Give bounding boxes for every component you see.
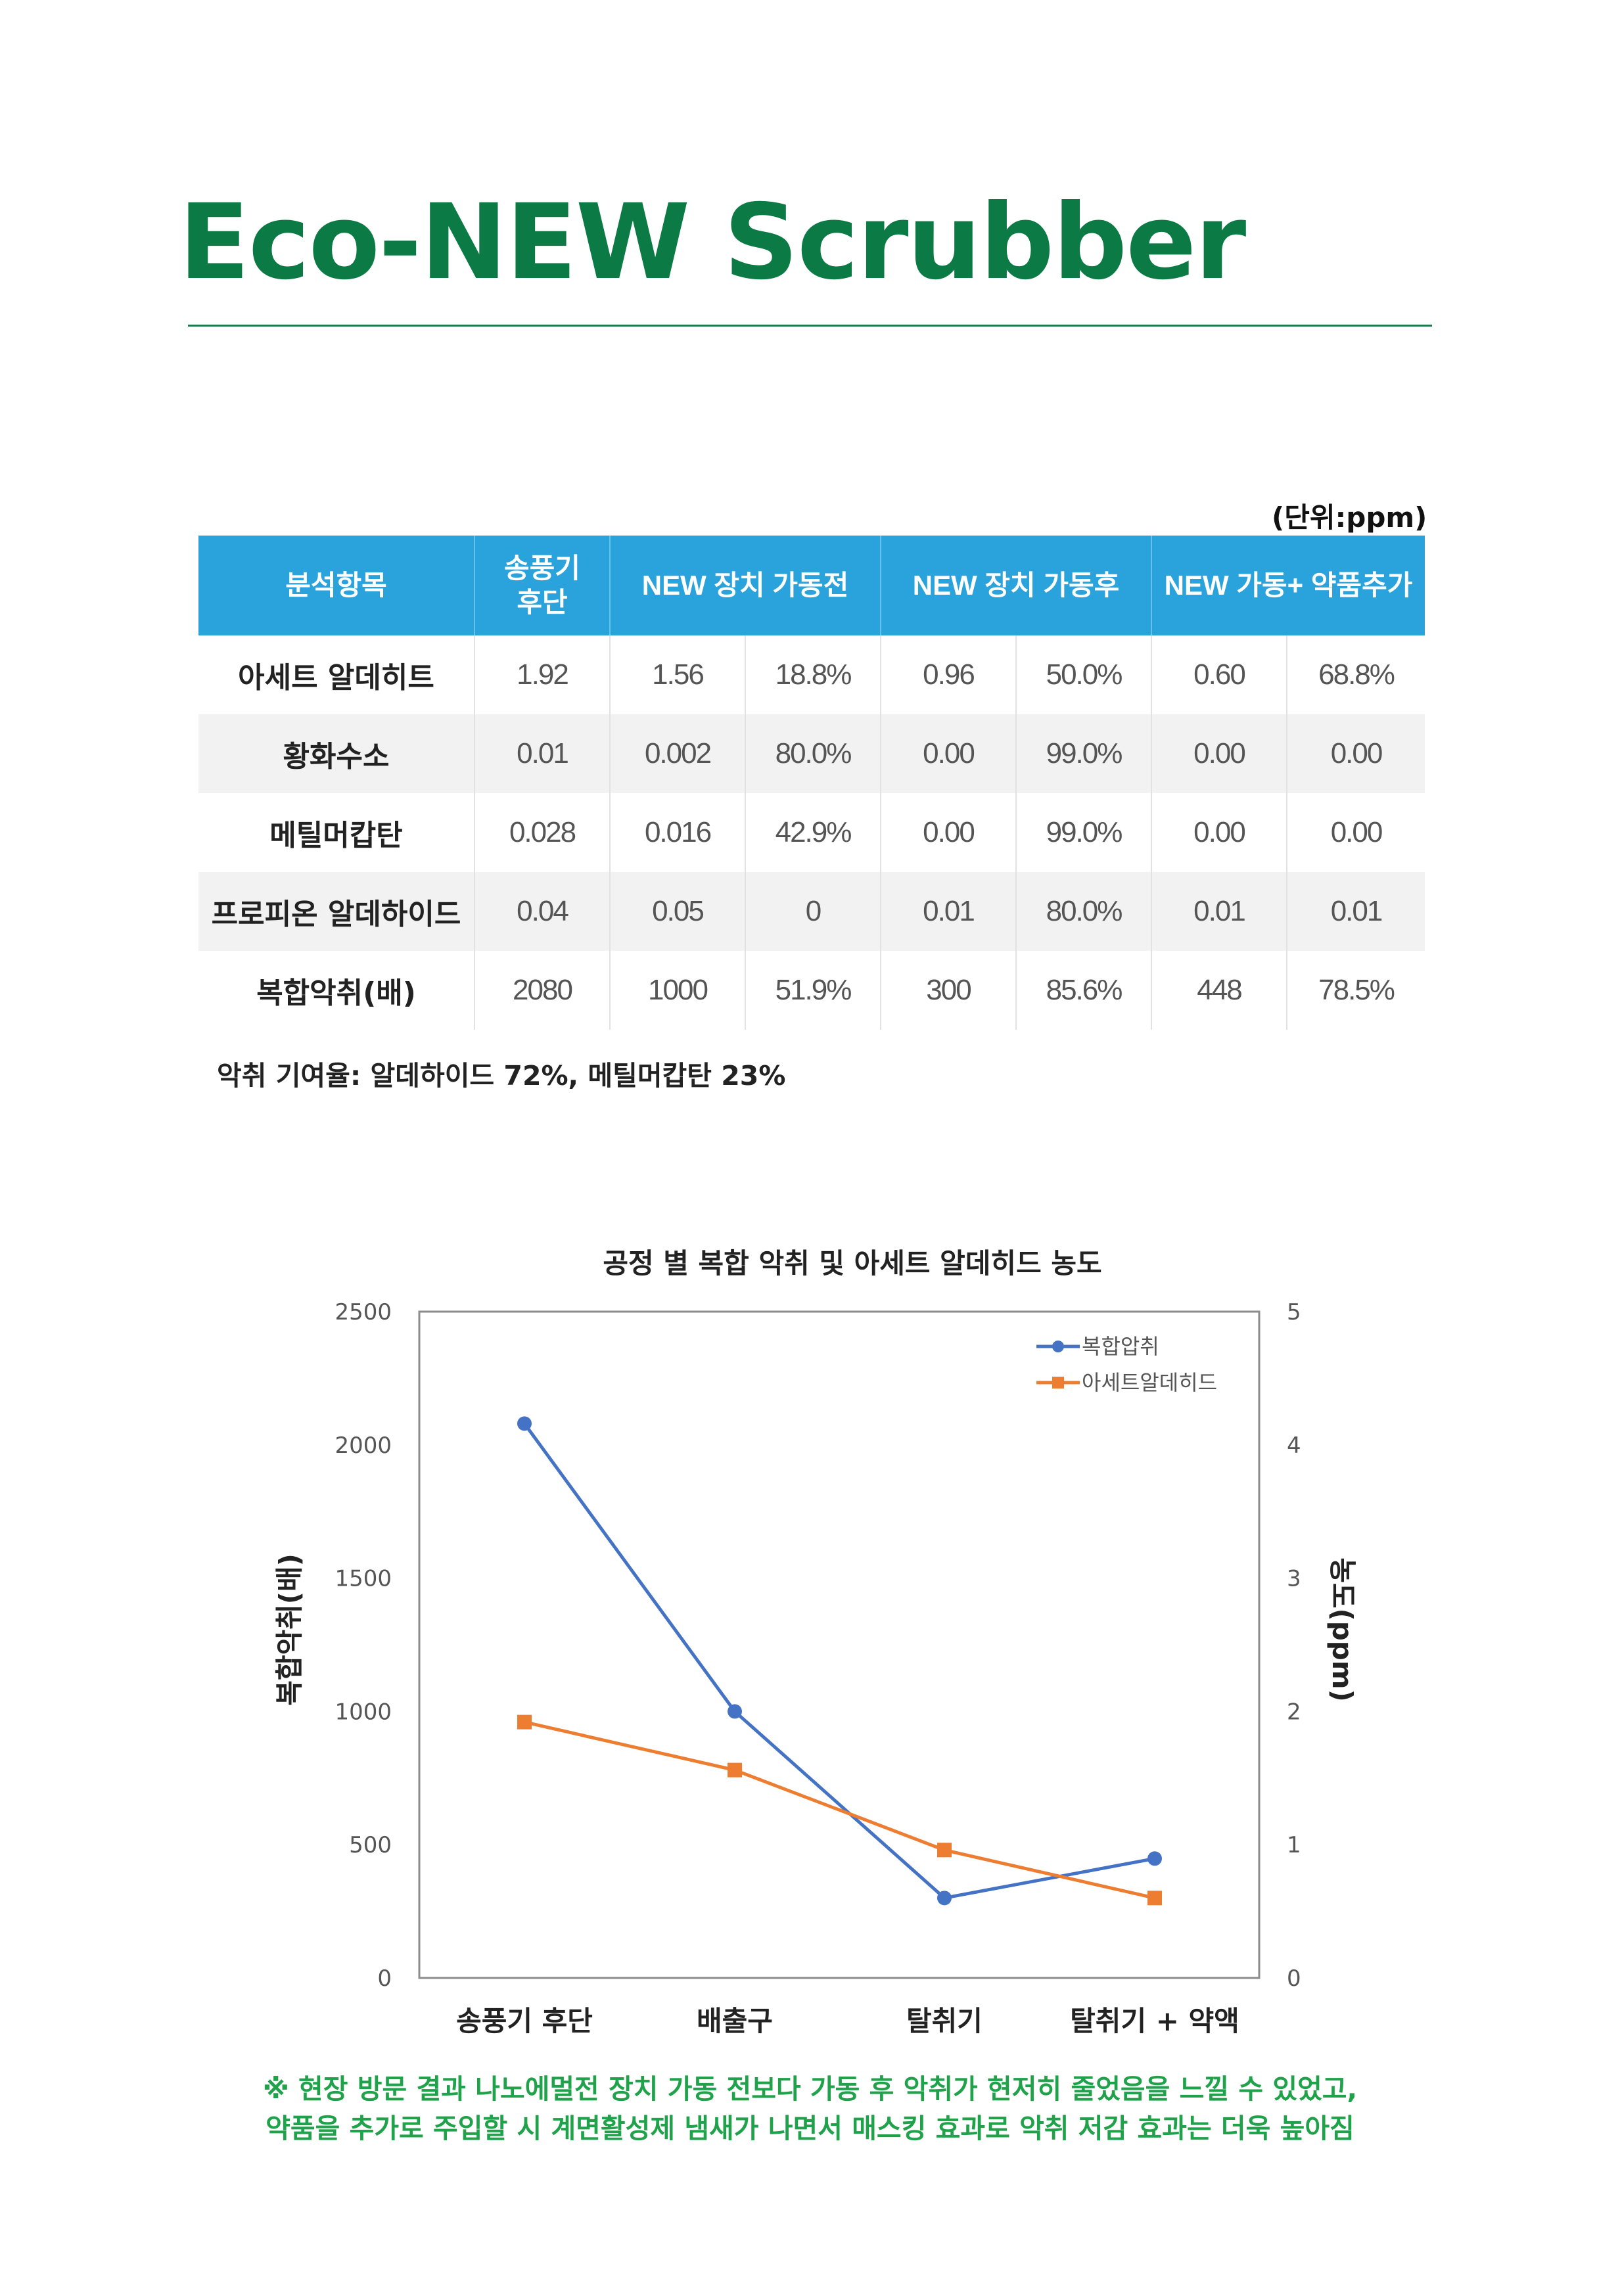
data-point [728, 1704, 742, 1719]
left-axis-tick-label: 2000 [335, 1433, 392, 1459]
table-cell: 99.0% [1016, 714, 1152, 793]
table-cell: 1.92 [474, 635, 611, 714]
table-row: 프로피온 알데하이드 0.04 0.05 0 0.01 80.0% 0.01 0.01 [198, 872, 1425, 951]
legend-label: 복합압취 [1082, 1334, 1159, 1359]
table-cell: 0.01 [474, 714, 611, 793]
table-cell: 2080 [474, 951, 611, 1030]
data-point [937, 1843, 952, 1858]
right-axis-tick-label: 0 [1287, 1965, 1301, 1992]
table-cell: 42.9% [745, 793, 881, 872]
table-cell: 0.01 [1151, 872, 1287, 951]
x-axis-category-label: 송풍기 후단 [456, 2005, 593, 2037]
table-row: 황화수소 0.01 0.002 80.0% 0.00 99.0% 0.00 0.00 [198, 714, 1425, 793]
table-unit-label: (단위:ppm) [1272, 501, 1427, 534]
right-axis-tick-label: 4 [1287, 1433, 1301, 1459]
table-cell: 0.002 [610, 714, 746, 793]
data-point [517, 1714, 532, 1730]
table-cell: 0.60 [1151, 635, 1287, 714]
legend-marker [1052, 1377, 1064, 1389]
table-cell: 0.00 [1151, 793, 1287, 872]
left-axis-title: 복합악취(배) [273, 1553, 306, 1706]
header-after-operation: NEW 장치 가동후 [881, 536, 1152, 635]
table-cell: 0.00 [1330, 816, 1383, 848]
x-axis-category-label: 탈취기 + 약액 [1070, 2005, 1239, 2037]
series-line-0 [522, 1422, 1155, 1900]
table-cell: 1.56 [610, 635, 746, 714]
page-title: Eco-NEW Scrubber [179, 182, 1246, 303]
left-axis-tick-label: 0 [377, 1965, 392, 1992]
left-axis-tick-label: 2500 [335, 1299, 392, 1325]
data-point [1147, 1891, 1162, 1906]
table-row: 아세트 알데히트 1.92 1.56 18.8% 0.96 50.0% 0.60 68.8% [198, 635, 1425, 714]
table-cell: 18.8% [745, 635, 881, 714]
analysis-table: 분석항목 송풍기 후단 NEW 장치 가동전 NEW 장치 가동후 NEW 가동… [198, 536, 1425, 1030]
series-line-1 [524, 1720, 1155, 1900]
data-point [517, 1416, 532, 1431]
title-divider [188, 325, 1432, 327]
table-cell: 0.96 [881, 635, 1017, 714]
right-axis-tick-label: 3 [1287, 1566, 1301, 1592]
right-axis-tick-label: 2 [1287, 1699, 1301, 1725]
table-cell: 448 [1151, 951, 1287, 1030]
row-label: 복합악취(배) [198, 951, 475, 1030]
table-cell: 300 [881, 951, 1017, 1030]
table-cell: 51.9% [745, 951, 881, 1030]
row-label: 황화수소 [198, 714, 475, 793]
header-operation-plus-chemical: NEW 가동+ 약품추가 [1151, 536, 1425, 635]
contribution-note: 악취 기여율: 알데하이드 72%, 메틸머캅탄 23% [217, 1060, 786, 1091]
row-label: 메틸머캅탄 [198, 793, 475, 872]
table-cell: 0.028 [474, 793, 611, 872]
table-cell: 68.8% [1318, 658, 1395, 691]
row-label: 프로피온 알데하이드 [198, 872, 475, 951]
table-row: 메틸머캅탄 0.028 0.016 42.9% 0.00 99.0% 0.00 0.00 [198, 793, 1425, 872]
table-cell: 99.0% [1016, 793, 1152, 872]
table-cell: 78.5% [1318, 974, 1395, 1006]
right-axis-title: 농도(ppm) [1326, 1557, 1358, 1702]
chart-title: 공정 별 복합 악취 및 아세트 알데히드 농도 [603, 1247, 1101, 1279]
table-header-row: 분석항목 송풍기 후단 NEW 장치 가동전 NEW 장치 가동후 NEW 가동… [198, 536, 1425, 635]
legend-marker [1052, 1341, 1064, 1352]
row-label: 아세트 알데히트 [198, 635, 475, 714]
header-analysis-item: 분석항목 [198, 536, 475, 635]
table-cell: 0.00 [881, 793, 1017, 872]
table-cell: 0.00 [1151, 714, 1287, 793]
right-axis-tick-label: 5 [1287, 1299, 1301, 1325]
table-cell: 0.00 [1287, 714, 1425, 793]
table-cell: 0.01 [881, 872, 1017, 951]
table-cell: 0.01 [1287, 872, 1425, 951]
data-point [728, 1762, 742, 1778]
data-point [937, 1891, 952, 1906]
plot-area [418, 1310, 1261, 1979]
table-cell: 85.6% [1016, 951, 1152, 1030]
table-row: 복합악취(배) 2080 1000 51.9% 300 85.6% 448 78.5% [198, 951, 1425, 1030]
right-axis-tick-label: 1 [1287, 1832, 1301, 1858]
table-cell: 1000 [610, 951, 746, 1030]
footer-line-2: 약품을 추가로 주입할 시 계면활성제 냄새가 나면서 매스킹 효과로 악취 저… [266, 2113, 1354, 2144]
header-blower-rear: 송풍기 후단 [474, 536, 611, 635]
footer-line-1: ※ 현장 방문 결과 나노에멀전 장치 가동 전보다 가동 후 악취가 현저히 … [262, 2073, 1358, 2105]
table-cell: 80.0% [1016, 872, 1152, 951]
data-point [1147, 1851, 1162, 1866]
table-cell: 0.00 [881, 714, 1017, 793]
x-axis-category-label: 탈취기 [906, 2005, 983, 2037]
left-axis-tick-label: 500 [349, 1832, 392, 1858]
table-cell: 0.04 [474, 872, 611, 951]
table-cell: 50.0% [1016, 635, 1152, 714]
table-cell: 0.016 [610, 793, 746, 872]
x-axis-category-label: 배출구 [697, 2005, 773, 2037]
left-axis-tick-label: 1500 [335, 1566, 392, 1592]
table-cell: 80.0% [745, 714, 881, 793]
left-axis-tick-label: 1000 [335, 1699, 392, 1725]
table-cell: 0 [745, 872, 881, 951]
legend-label: 아세트알데히드 [1082, 1370, 1217, 1395]
table-cell: 0.05 [610, 872, 746, 951]
header-before-operation: NEW 장치 가동전 [610, 536, 881, 635]
